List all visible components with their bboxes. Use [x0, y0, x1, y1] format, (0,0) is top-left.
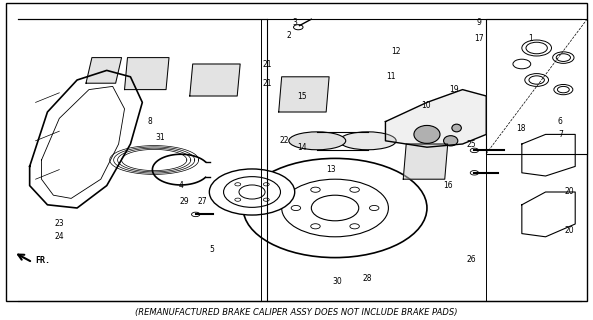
Polygon shape [125, 58, 169, 90]
Circle shape [529, 76, 544, 84]
Circle shape [291, 205, 301, 211]
Circle shape [350, 224, 359, 229]
Text: 21: 21 [262, 79, 272, 88]
Text: 16: 16 [443, 181, 452, 190]
Text: 25: 25 [467, 140, 476, 148]
Text: 4: 4 [178, 181, 183, 190]
Circle shape [235, 198, 241, 201]
Circle shape [282, 179, 388, 237]
Circle shape [350, 187, 359, 192]
Text: 3: 3 [292, 18, 297, 27]
Circle shape [311, 187, 320, 192]
Text: 26: 26 [467, 255, 476, 264]
Ellipse shape [444, 136, 458, 146]
Circle shape [369, 205, 379, 211]
Circle shape [209, 169, 295, 215]
Circle shape [243, 158, 427, 258]
Circle shape [557, 86, 569, 93]
Text: 9: 9 [477, 18, 482, 27]
Text: 29: 29 [179, 197, 189, 206]
Polygon shape [385, 90, 486, 147]
Circle shape [513, 59, 531, 69]
Text: 2: 2 [286, 31, 291, 40]
Circle shape [294, 25, 303, 30]
Text: 11: 11 [387, 72, 396, 81]
Text: 1: 1 [528, 34, 533, 43]
Circle shape [525, 74, 549, 86]
Circle shape [263, 183, 269, 186]
Polygon shape [86, 58, 122, 83]
Polygon shape [190, 64, 240, 96]
Text: 15: 15 [298, 92, 307, 100]
Circle shape [224, 177, 280, 207]
Text: 17: 17 [474, 34, 484, 43]
Text: 14: 14 [298, 143, 307, 152]
Text: 5: 5 [210, 245, 215, 254]
Circle shape [526, 42, 547, 54]
Circle shape [311, 195, 359, 221]
Circle shape [235, 183, 241, 186]
Text: FR.: FR. [36, 256, 50, 265]
Circle shape [192, 212, 200, 217]
Circle shape [470, 148, 479, 153]
Text: 24: 24 [55, 232, 64, 241]
Text: 20: 20 [565, 226, 574, 235]
Text: 28: 28 [363, 274, 372, 283]
Text: 18: 18 [516, 124, 525, 132]
Text: 31: 31 [155, 133, 165, 142]
Text: 30: 30 [332, 277, 342, 286]
Circle shape [263, 198, 269, 201]
Text: 22: 22 [280, 136, 289, 145]
Text: 10: 10 [421, 101, 431, 110]
Text: 7: 7 [558, 130, 563, 139]
Text: 6: 6 [558, 117, 563, 126]
Polygon shape [403, 144, 448, 179]
Circle shape [554, 84, 573, 95]
Circle shape [470, 171, 479, 175]
Ellipse shape [452, 124, 461, 132]
Text: 12: 12 [391, 47, 401, 56]
Circle shape [556, 54, 570, 61]
Polygon shape [279, 77, 329, 112]
Text: 23: 23 [55, 220, 64, 228]
Text: 8: 8 [148, 117, 152, 126]
Text: 19: 19 [449, 85, 458, 94]
Text: (REMANUFACTURED BRAKE CALIPER ASSY DOES NOT INCLUDE BRAKE PADS): (REMANUFACTURED BRAKE CALIPER ASSY DOES … [135, 308, 458, 316]
Circle shape [553, 52, 574, 63]
Circle shape [311, 224, 320, 229]
Circle shape [522, 40, 551, 56]
Text: 13: 13 [326, 165, 336, 174]
Ellipse shape [289, 132, 346, 150]
Text: 20: 20 [565, 188, 574, 196]
Ellipse shape [339, 132, 396, 150]
Text: 21: 21 [262, 60, 272, 68]
Circle shape [239, 185, 265, 199]
Text: 27: 27 [198, 197, 208, 206]
Ellipse shape [414, 125, 440, 143]
Bar [486, 19, 587, 154]
